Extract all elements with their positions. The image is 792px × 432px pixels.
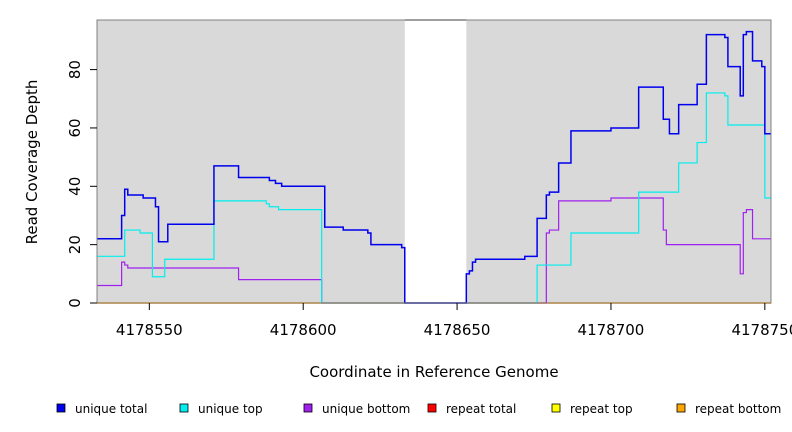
x-tick-label-3: 4178700 bbox=[578, 321, 645, 339]
x-tick-label-2: 4178650 bbox=[424, 321, 491, 339]
legend-swatch-repeat-total bbox=[427, 403, 437, 413]
x-axis-title: Coordinate in Reference Genome bbox=[309, 363, 558, 381]
series-line-unique-bottom bbox=[97, 197, 771, 304]
x-tick-label-4: 4178750 bbox=[731, 321, 792, 339]
y-axis-title: Read Coverage Depth bbox=[23, 80, 41, 245]
legend-label-unique-total: unique total bbox=[75, 402, 147, 416]
gap-region-0 bbox=[404, 20, 467, 303]
x-axis: 4178550 4178600 4178650 4178700 4178750 bbox=[116, 303, 792, 339]
y-tick-label-2: 40 bbox=[66, 177, 84, 196]
plot-frame bbox=[96, 19, 772, 304]
legend-swatch-unique-total bbox=[56, 403, 66, 413]
y-tick-label-1: 20 bbox=[66, 235, 84, 254]
y-axis: 0 20 40 60 80 bbox=[66, 60, 97, 308]
y-tick-label-3: 60 bbox=[66, 118, 84, 137]
legend-swatch-repeat-top bbox=[551, 403, 561, 413]
coverage-gaps bbox=[404, 19, 467, 303]
legend-swatch-unique-top bbox=[179, 403, 189, 413]
y-tick-label-4: 80 bbox=[66, 60, 84, 79]
legend-swatch-unique-bottom bbox=[303, 403, 313, 413]
x-tick-label-0: 4178550 bbox=[116, 321, 183, 339]
y-tick-label-0: 0 bbox=[66, 298, 84, 308]
series-line-unique-total bbox=[97, 30, 771, 304]
legend-label-unique-bottom: unique bottom bbox=[322, 402, 410, 416]
legend-label-repeat-bottom: repeat bottom bbox=[695, 402, 781, 416]
legend-swatch-repeat-bottom bbox=[676, 403, 686, 413]
legend-label-repeat-top: repeat top bbox=[570, 402, 633, 416]
legend-label-repeat-total: repeat total bbox=[446, 402, 516, 416]
legend: unique total unique top unique bottom repea… bbox=[56, 402, 781, 416]
legend-label-unique-top: unique top bbox=[198, 402, 263, 416]
x-tick-label-1: 4178600 bbox=[270, 321, 337, 339]
